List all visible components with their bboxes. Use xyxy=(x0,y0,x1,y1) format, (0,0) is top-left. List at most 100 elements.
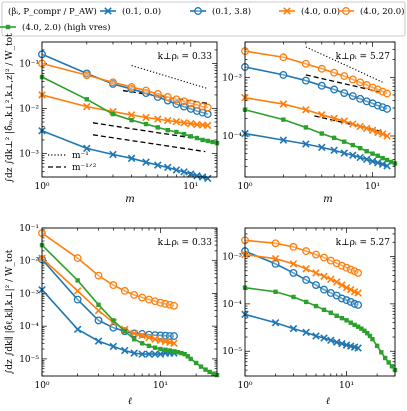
data-point xyxy=(354,268,363,277)
series xyxy=(241,310,362,352)
series xyxy=(38,59,212,112)
legend-title: (βᵢ, P_compr / P_AW) xyxy=(8,6,97,17)
data-point xyxy=(153,90,162,98)
data-point xyxy=(163,93,172,101)
data-point xyxy=(94,337,103,345)
data-point xyxy=(357,145,363,151)
data-point xyxy=(151,335,159,343)
data-point xyxy=(110,111,116,117)
data-point xyxy=(342,296,351,305)
data-point xyxy=(312,281,320,289)
data-point xyxy=(338,281,346,289)
data-point xyxy=(340,117,349,125)
data-point xyxy=(273,289,278,294)
data-point xyxy=(279,53,288,62)
data-point xyxy=(271,254,280,263)
data-point xyxy=(170,339,178,348)
series xyxy=(242,285,398,373)
data-point xyxy=(130,290,139,299)
data-point xyxy=(356,78,365,87)
data-point xyxy=(94,271,103,280)
data-point xyxy=(342,139,347,144)
panel-annotation: k⊥ρᵢ = 0.33 xyxy=(158,238,213,248)
data-point xyxy=(129,117,134,123)
data-point xyxy=(370,336,375,342)
data-point xyxy=(145,333,153,342)
y-tick-label: 10⁻⁴ xyxy=(222,300,242,310)
data-point xyxy=(170,301,178,310)
data-point xyxy=(340,72,349,81)
y-tick-label: 10⁻² xyxy=(19,257,39,267)
data-point xyxy=(320,334,328,342)
y-tick-label: 10⁻³ xyxy=(222,253,242,263)
data-point xyxy=(317,81,326,90)
series-line xyxy=(244,286,396,371)
data-point xyxy=(138,293,147,302)
data-point xyxy=(342,263,351,272)
data-point xyxy=(198,364,204,369)
y-tick-label: 10⁻⁵ xyxy=(19,355,39,365)
data-point xyxy=(356,153,364,162)
data-point xyxy=(271,259,280,268)
data-point xyxy=(279,70,288,79)
data-point xyxy=(378,160,387,169)
data-point xyxy=(155,125,160,130)
plot-frame xyxy=(244,227,396,377)
data-point xyxy=(109,342,118,351)
series xyxy=(38,229,178,310)
data-point xyxy=(82,71,91,80)
data-point xyxy=(302,328,310,337)
data-point xyxy=(75,278,80,283)
data-point xyxy=(289,242,298,251)
data-point xyxy=(320,272,328,281)
data-point xyxy=(279,100,288,108)
data-point xyxy=(187,170,195,178)
x-axis-label-top-right: m xyxy=(323,194,332,205)
data-point xyxy=(318,143,326,152)
data-point xyxy=(142,113,150,122)
panel-annotation: k⊥ρᵢ = 0.33 xyxy=(158,52,213,62)
data-point xyxy=(83,144,91,153)
data-point xyxy=(365,331,370,336)
data-point xyxy=(96,302,101,307)
data-point xyxy=(383,89,392,98)
y-axis-label-top: ∫dz ∫dk⊥² |δ̂ₘ,k⊥²,k⊥,z|² / W_tot xyxy=(4,33,15,183)
legend-marker xyxy=(283,7,291,15)
data-point xyxy=(384,157,390,163)
data-point xyxy=(301,76,310,85)
y-tick-label: 10⁻³ xyxy=(19,149,39,159)
data-point xyxy=(83,102,91,111)
data-point xyxy=(152,345,158,350)
series xyxy=(241,47,392,98)
data-point xyxy=(154,115,162,123)
x-axis-label-bottom-right: ℓ xyxy=(326,396,330,407)
plot-frame xyxy=(244,41,396,178)
data-point xyxy=(130,329,138,338)
data-point xyxy=(111,318,116,323)
data-point xyxy=(180,102,188,111)
data-point xyxy=(386,360,391,365)
data-point xyxy=(187,119,195,128)
data-point xyxy=(194,135,200,141)
data-point xyxy=(175,350,180,355)
data-point xyxy=(370,151,375,156)
y-tick-label: 10⁻⁴ xyxy=(222,132,242,142)
data-point xyxy=(354,344,362,352)
data-point xyxy=(130,349,138,357)
data-point xyxy=(367,333,373,339)
series-line xyxy=(41,232,175,307)
data-point xyxy=(340,89,349,97)
panel-top-left: 10⁰ 10¹ 10⁻³ 10⁻² 10⁻¹ k⊥ρᵢ = 0.33 m⁻¹ m⁻¹ᐟ² xyxy=(19,41,220,192)
data-point xyxy=(127,154,136,163)
data-point xyxy=(328,310,334,315)
data-point xyxy=(174,129,179,135)
data-point xyxy=(163,116,172,125)
data-point xyxy=(339,315,345,321)
series-line xyxy=(41,258,174,337)
data-point xyxy=(344,318,349,323)
data-point xyxy=(193,171,201,180)
y-tick-label: 10⁻⁵ xyxy=(222,347,242,357)
panel-bottom-left: 10⁰ 10¹ 10⁻⁵ 10⁻⁴ 10⁻³ 10⁻² 10⁻¹ k⊥ρᵢ = 0.33 xyxy=(19,224,220,391)
legend-label: (4.0, 20.0) xyxy=(360,6,404,17)
panel-annotation: k⊥ρᵢ = 5.27 xyxy=(336,52,391,62)
